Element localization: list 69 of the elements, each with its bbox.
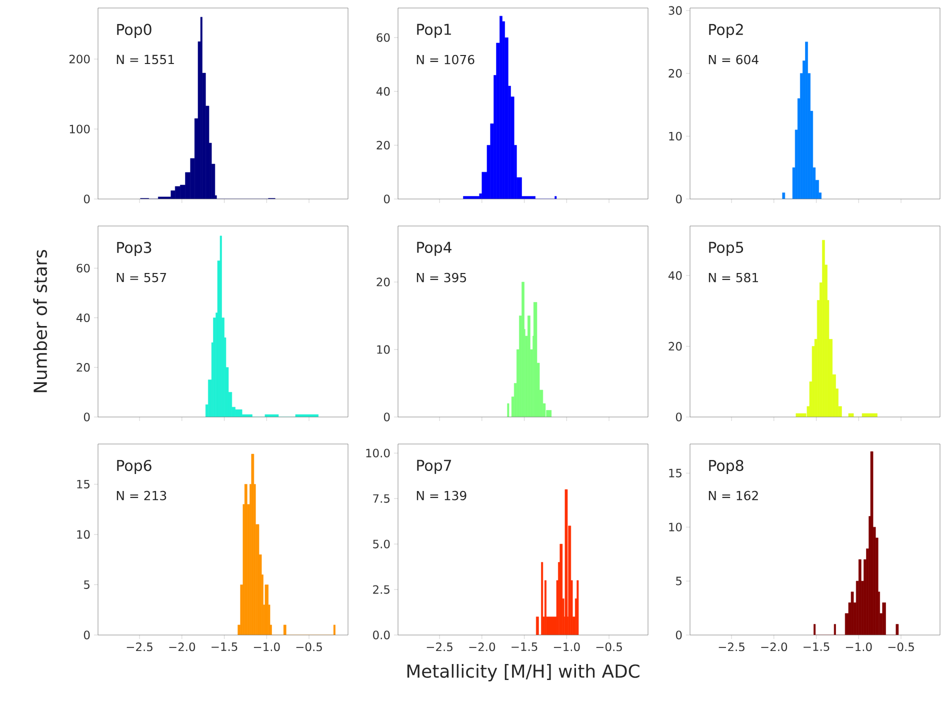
annotation: Pop2 <box>709 24 743 38</box>
y-tick-label: 0 <box>384 194 390 204</box>
annotation: N = 213 <box>116 490 166 500</box>
x-tick-label: −2.5 <box>126 642 152 652</box>
x-tick-label: −2.5 <box>426 642 452 652</box>
y-tick-label: 10 <box>77 530 90 539</box>
y-tick-label: 0 <box>676 194 682 204</box>
y-tick-label: 0 <box>84 194 90 204</box>
annotation: Pop7 <box>417 460 452 474</box>
annotation: Pop6 <box>117 460 152 474</box>
y-tick-label: 15 <box>669 468 682 478</box>
y-tick-label: 0 <box>84 630 90 640</box>
y-tick-label: 5.0 <box>373 540 390 548</box>
y-tick-label: 0 <box>84 412 90 422</box>
y-tick-label: 40 <box>668 271 682 280</box>
x-tick-label: −0.5 <box>888 642 914 652</box>
x-tick-label: −1.0 <box>554 642 580 652</box>
annotation: N = 557 <box>116 272 166 282</box>
annotation: Pop1 <box>417 24 451 38</box>
x-tick-label: −2.0 <box>169 642 196 652</box>
annotation: N = 604 <box>708 54 758 64</box>
x-tick-label: −1.0 <box>846 642 872 652</box>
y-tick-label: 0 <box>676 412 682 422</box>
y-tick-label: 10 <box>377 345 390 354</box>
x-tick-label: −0.5 <box>596 642 622 652</box>
y-tick-label: 200 <box>69 54 90 64</box>
annotation: N = 162 <box>708 490 758 500</box>
x-tick-label: −1.5 <box>512 642 538 652</box>
y-tick-label: 40 <box>376 87 390 96</box>
y-tick-label: 10 <box>669 522 682 532</box>
y-tick-label: 20 <box>668 69 682 78</box>
y-tick-label: 0 <box>384 412 390 422</box>
x-tick-label: −2.0 <box>469 642 496 652</box>
annotation: N = 1076 <box>416 54 474 64</box>
y-tick-label: 60 <box>76 264 90 272</box>
annotation: Pop8 <box>709 460 744 474</box>
annotation: Pop4 <box>417 242 452 256</box>
y-tick-label: 100 <box>70 124 90 134</box>
annotation: N = 581 <box>708 272 758 282</box>
y-tick-label: 60 <box>376 33 390 42</box>
y-axis-title: Number of stars <box>33 250 48 392</box>
x-tick-label: −0.5 <box>296 642 322 652</box>
annotation: Pop0 <box>117 24 152 38</box>
y-tick-label: 7.5 <box>373 494 390 503</box>
y-tick-label: 20 <box>376 140 390 150</box>
y-tick-label: 20 <box>668 342 682 351</box>
x-tick-label: −1.5 <box>804 642 830 652</box>
x-axis-title: Metallicity [M/H] with ADC <box>407 664 640 682</box>
y-tick-label: 0 <box>676 630 682 640</box>
x-tick-label: −2.0 <box>761 642 788 652</box>
y-tick-label: 2.5 <box>373 585 390 594</box>
x-tick-label: −2.5 <box>718 642 744 652</box>
x-tick-label: −1.5 <box>212 642 238 652</box>
x-tick-label: −1.0 <box>254 642 280 652</box>
y-tick-label: 10 <box>669 132 682 140</box>
y-tick-label: 5 <box>676 576 682 586</box>
y-tick-label: 15 <box>77 480 90 488</box>
y-tick-label: 10.0 <box>366 448 390 458</box>
annotation: Pop3 <box>117 242 152 256</box>
annotation: N = 1551 <box>116 54 174 64</box>
y-tick-label: 20 <box>376 278 390 286</box>
annotation: Pop5 <box>709 242 744 256</box>
y-tick-label: 20 <box>76 363 90 372</box>
y-tick-label: 30 <box>668 6 682 15</box>
y-tick-label: 5 <box>84 580 90 589</box>
annotation: N = 395 <box>416 272 466 282</box>
y-tick-label: 40 <box>76 313 90 322</box>
y-tick-label: 0.0 <box>373 630 390 640</box>
annotation: N = 139 <box>416 490 466 500</box>
